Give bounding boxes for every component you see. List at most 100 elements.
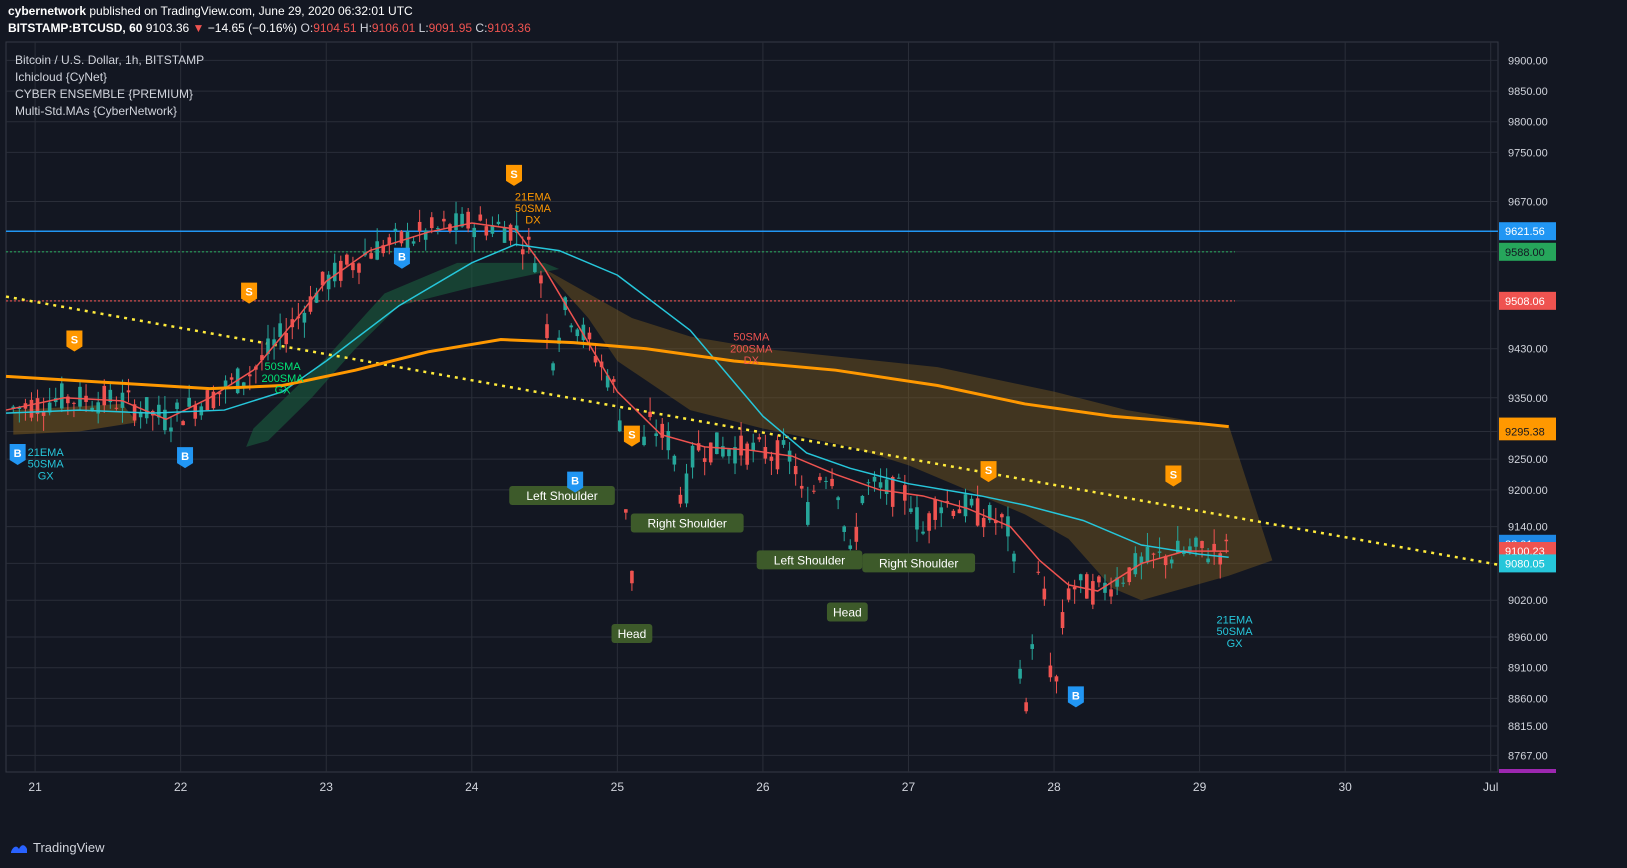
- signal-label: B: [14, 448, 22, 460]
- candle-body: [1103, 582, 1107, 593]
- candle-body: [945, 501, 950, 503]
- candle-body: [181, 421, 185, 426]
- candle-body: [102, 385, 107, 406]
- signal-label: S: [245, 287, 252, 299]
- candle-body: [921, 531, 925, 534]
- candle-body: [605, 375, 610, 388]
- candle-body: [520, 249, 525, 255]
- candle-body: [272, 339, 276, 346]
- candle-body: [381, 245, 386, 254]
- crossover-annotation: 50SMA: [733, 332, 770, 344]
- candle-body: [581, 324, 586, 341]
- candle-body: [1169, 559, 1174, 564]
- signal-label: B: [1072, 690, 1080, 702]
- candle-body: [1012, 553, 1016, 562]
- x-tick-label: 21: [28, 780, 42, 794]
- candle-body: [223, 380, 228, 390]
- indicator-cyber-ensemble[interactable]: CYBER ENSEMBLE {PREMIUM}: [15, 87, 194, 101]
- candle-body: [411, 241, 416, 244]
- candle-body: [648, 411, 652, 417]
- candle-body: [1127, 567, 1132, 583]
- x-tick-label: 28: [1047, 780, 1061, 794]
- price-tag-bg: [1499, 222, 1556, 241]
- candle-body: [933, 499, 937, 520]
- crossover-annotation: 50SMA: [515, 203, 552, 215]
- candle-body: [1042, 588, 1047, 600]
- candle-body: [551, 363, 555, 371]
- pattern-label: Head: [833, 606, 862, 620]
- candle-body: [684, 473, 689, 504]
- price-tag: 9508.06: [1505, 296, 1545, 308]
- candle-body: [508, 224, 513, 241]
- candle-body: [727, 449, 731, 457]
- candle-body: [369, 253, 373, 259]
- candle-body: [642, 436, 646, 446]
- candle-body: [1200, 541, 1204, 549]
- candle-body: [939, 507, 944, 514]
- candle-body: [757, 437, 762, 440]
- candle-body: [393, 228, 398, 231]
- candle-body: [320, 271, 325, 286]
- candle-body: [1109, 589, 1113, 597]
- candle-body: [47, 402, 52, 413]
- candle-body: [666, 431, 671, 451]
- series-50sma: [5, 243, 1229, 559]
- candle-body: [157, 404, 161, 418]
- x-tick-label: 27: [902, 780, 916, 794]
- pattern-label: Left Shoulder: [774, 553, 845, 567]
- candle-body: [1018, 668, 1022, 679]
- high-value: 9106.01: [371, 21, 416, 35]
- candle-body: [721, 446, 725, 457]
- crossover-annotation: 21EMA: [1216, 615, 1253, 627]
- candle-body: [854, 526, 859, 542]
- sell-signal: [1165, 465, 1182, 487]
- pattern-label-bg: [756, 550, 863, 570]
- candle-body: [715, 432, 719, 455]
- indicator-multi-std-mas[interactable]: Multi-Std.MAs {CyberNetwork}: [15, 104, 178, 118]
- candle-body: [739, 435, 743, 456]
- down-arrow-icon: ▼: [192, 21, 205, 35]
- signal-label: S: [1170, 469, 1177, 481]
- candle-body: [266, 338, 270, 355]
- tradingview-brand[interactable]: TradingView: [10, 840, 105, 855]
- candle-body: [1097, 576, 1101, 583]
- pattern-label-bg: [630, 513, 744, 533]
- indicator-ichicloud[interactable]: Ichicloud {CyNet}: [15, 70, 108, 84]
- y-tick-label: 9850.00: [1508, 86, 1548, 98]
- candle-body: [466, 211, 470, 229]
- price-tag-bg: [1499, 554, 1556, 573]
- candle-body: [351, 262, 355, 271]
- candle-body: [108, 389, 113, 403]
- y-tick-label: 8815.00: [1508, 721, 1548, 733]
- publish-info: cybernetwork published on TradingView.co…: [8, 4, 413, 18]
- cloud-area: [544, 268, 1273, 601]
- crossover-annotation: 21EMA: [28, 447, 65, 459]
- candle-body: [793, 466, 798, 475]
- candle-body: [1163, 555, 1168, 566]
- candle-body: [1048, 665, 1053, 678]
- published-text: published on TradingView.com, June 29, 2…: [89, 4, 413, 18]
- candle-body: [1188, 546, 1192, 552]
- candle-body: [805, 502, 810, 525]
- price-tag-bg: [1499, 422, 1556, 441]
- price-tag-bg: [1499, 291, 1556, 310]
- price-tag: 9080.05: [1505, 558, 1545, 570]
- price-change: −14.65 (−0.16%): [207, 21, 298, 35]
- candle-body: [1121, 582, 1125, 584]
- axis-marker: [1499, 769, 1556, 773]
- crossover-annotation: DX: [525, 215, 541, 227]
- y-tick-label: 9350.00: [1508, 393, 1548, 405]
- candle-body: [248, 374, 252, 377]
- candle-body: [78, 386, 82, 407]
- candle-body: [860, 495, 865, 504]
- candle-body: [35, 398, 40, 414]
- y-tick-label: 9140.00: [1508, 522, 1548, 534]
- candle-body: [824, 480, 828, 482]
- candle-body: [41, 412, 46, 416]
- candle-body: [496, 221, 501, 225]
- candle-body: [126, 390, 131, 393]
- candle-body: [611, 379, 616, 382]
- candle-body: [751, 442, 756, 451]
- sell-signal: [506, 164, 523, 186]
